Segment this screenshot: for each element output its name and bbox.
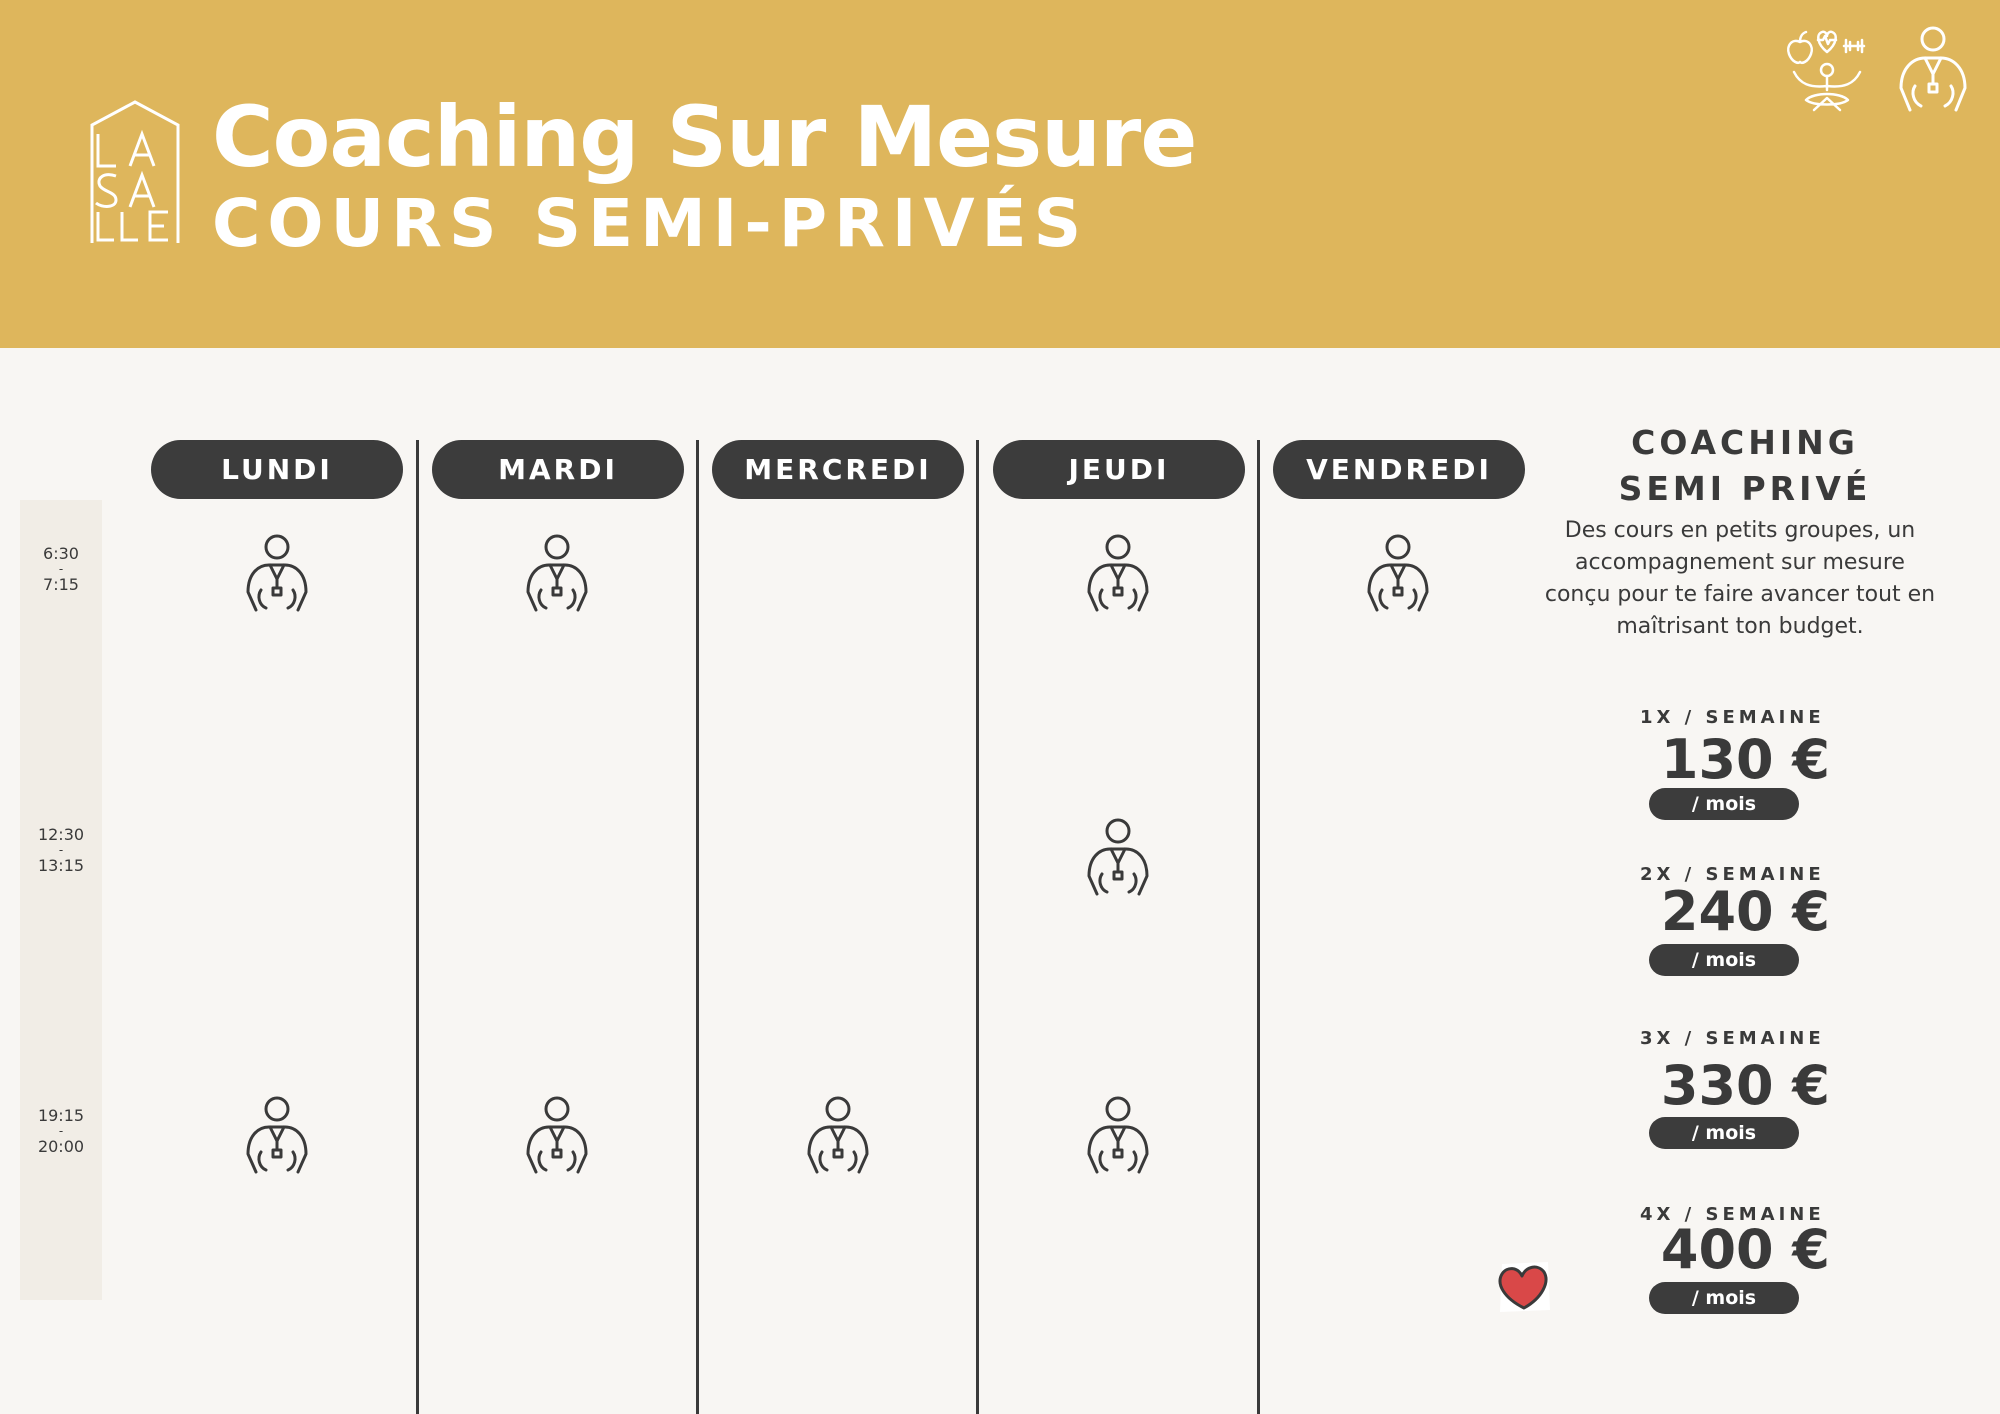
column-divider (1257, 440, 1260, 1414)
coach-icon (807, 1096, 869, 1174)
plan-price: 240 € (1660, 880, 1830, 943)
plan-period-badge: / mois (1649, 788, 1799, 820)
plan-price: 400 € (1660, 1218, 1830, 1281)
plan-frequency: 3X / SEMAINE (1640, 1028, 1825, 1049)
day-header-vendredi: VENDREDI (1273, 440, 1525, 499)
plan-frequency: 4X / SEMAINE (1640, 1204, 1825, 1225)
coach-icon (1087, 818, 1149, 896)
coach-icon (1899, 26, 1967, 112)
wellness-icon (1787, 30, 1866, 112)
sidebar-description: Des cours en petits groupes, un accompag… (1544, 518, 1936, 639)
coach-icon (526, 1096, 588, 1174)
column-divider (696, 440, 699, 1414)
coach-icon (526, 534, 588, 612)
day-header-jeudi: JEUDI (993, 440, 1245, 499)
lasalle-logo (90, 100, 180, 243)
time-separator: - (58, 1124, 64, 1138)
plan-frequency: 2X / SEMAINE (1640, 864, 1825, 885)
sidebar-title-line1: COACHING (1631, 423, 1859, 462)
day-header-lundi: LUNDI (151, 440, 403, 499)
column-divider (976, 440, 979, 1414)
coach-icon (1087, 534, 1149, 612)
coach-icon (246, 534, 308, 612)
time-end: 20:00 (37, 1137, 85, 1156)
time-slot-morning: 6:30 - 7:15 (20, 544, 102, 594)
time-end: 13:15 (37, 856, 85, 875)
sidebar-title: COACHING SEMI PRIVÉ (1540, 420, 1950, 512)
time-separator: - (58, 843, 64, 857)
page-title: Coaching Sur Mesure (212, 88, 1197, 186)
time-column (20, 500, 102, 1300)
day-header-mardi: MARDI (432, 440, 684, 499)
day-header-mercredi: MERCREDI (712, 440, 964, 499)
header-banner: Coaching Sur Mesure COURS SEMI-PRIVÉS (0, 0, 2000, 348)
time-end: 7:15 (43, 575, 79, 594)
plan-price: 130 € (1660, 728, 1830, 791)
coach-icon (1367, 534, 1429, 612)
heart-icon (1498, 1262, 1550, 1312)
time-start: 12:30 (37, 825, 85, 844)
plan-period-badge: / mois (1649, 1282, 1799, 1314)
coach-icon (246, 1096, 308, 1174)
time-separator: - (58, 562, 64, 576)
page-subtitle: COURS SEMI-PRIVÉS (212, 185, 1089, 262)
plan-period-badge: / mois (1649, 944, 1799, 976)
time-slot-noon: 12:30 - 13:15 (20, 825, 102, 875)
time-slot-evening: 19:15 - 20:00 (20, 1106, 102, 1156)
coach-icon (1087, 1096, 1149, 1174)
time-start: 6:30 (43, 544, 79, 563)
plan-price: 330 € (1660, 1054, 1830, 1117)
plan-frequency: 1X / SEMAINE (1640, 707, 1825, 728)
sidebar-title-line2: SEMI PRIVÉ (1618, 469, 1872, 508)
time-start: 19:15 (37, 1106, 85, 1125)
plan-period-badge: / mois (1649, 1117, 1799, 1149)
column-divider (416, 440, 419, 1414)
